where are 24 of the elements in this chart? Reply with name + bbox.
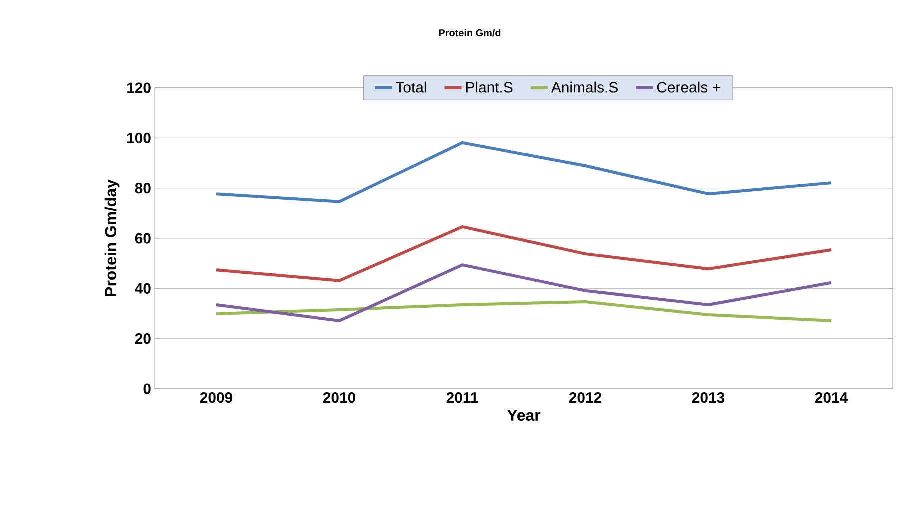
line-series [215,141,833,204]
line-series [215,300,833,323]
y-tick-label: 80 [135,183,151,194]
x-tick-label: 2011 [446,392,478,404]
legend-label: Animals.S [551,82,618,93]
legend-label: Total [396,82,426,93]
line-series [215,264,833,323]
x-tick-label: 2009 [200,392,233,404]
x-tick-label: 2010 [323,392,356,404]
x-tick-label: 2013 [692,392,725,404]
y-tick-label: 120 [127,82,151,94]
x-axis-title: Year [507,410,541,422]
y-tick-label: 100 [127,132,151,144]
line-series [215,225,833,282]
x-tick-label: 2014 [815,392,848,404]
chart-title: Protein Gm/d [439,29,501,37]
y-tick-label: 20 [135,334,151,344]
y-tick-label: 60 [135,233,151,244]
y-axis-title: Protein Gm/day [104,180,120,296]
y-tick-label: 0 [144,384,151,394]
legend-label: Cereals + [657,82,720,93]
x-tick-label: 2012 [569,392,602,404]
legend-label: Plant.S [466,82,513,93]
y-tick-label: 40 [135,283,151,294]
